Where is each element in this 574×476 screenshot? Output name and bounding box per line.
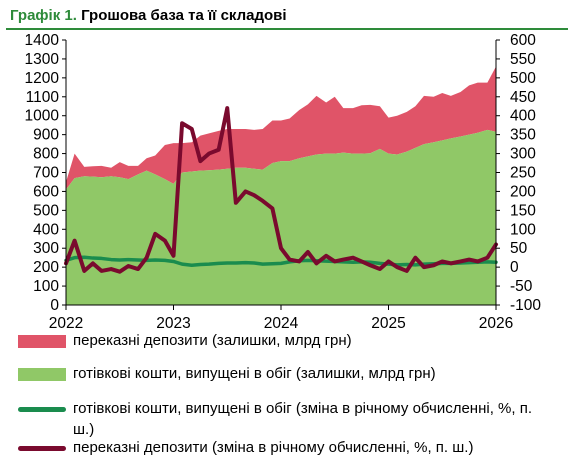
x-tick-label: 2025 [371,315,405,330]
title-rule [6,28,568,30]
left-tick-label: 100 [33,278,59,295]
legend-label: готівкові кошти, випущені в обіг (залишк… [73,365,436,382]
area-transfer-deposits [66,66,496,190]
legend-label: готівкові кошти, випущені в обіг (зміна … [73,400,533,438]
legend-label: переказні депозити (залишки, млрд грн) [73,332,352,349]
x-tick-label: 2023 [156,315,190,330]
chart-title: Графік 1. Грошова база та її складові [10,7,287,24]
legend-swatch [18,446,66,451]
x-tick-label: 2024 [264,315,299,330]
left-tick-label: 1200 [25,70,60,87]
right-tick-label: 200 [510,183,536,200]
right-tick-label: 100 [510,221,536,238]
chart-title-text: Грошова база та її складові [81,7,287,24]
left-tick-label: 1100 [26,89,60,106]
left-tick-label: 1300 [25,51,60,68]
right-tick-label: -50 [510,278,533,295]
right-tick-label: -100 [510,297,541,314]
right-tick-label: 550 [510,51,536,68]
left-tick-label: 700 [33,165,59,182]
left-tick-label: 900 [33,127,59,144]
chart-plot: 0100200300400500600700800900100011001200… [25,32,542,330]
left-tick-label: 200 [33,259,59,276]
line-deposits-yoy [64,106,498,274]
line-cash-yoy [64,255,498,267]
right-tick-label: 450 [510,89,536,106]
legend-swatch [18,335,66,348]
right-tick-label: 250 [510,165,536,182]
right-tick-label: 300 [510,146,536,163]
left-tick-label: 300 [33,240,59,257]
right-tick-label: 150 [510,202,536,219]
right-tick-label: 400 [510,108,536,125]
x-tick-label: 2022 [49,315,83,330]
right-tick-label: 350 [510,127,536,144]
right-tick-label: 50 [510,240,528,257]
right-tick-label: 0 [510,259,519,276]
left-tick-label: 500 [33,202,59,219]
chart-title-prefix: Графік 1. [10,7,77,24]
legend-label: переказні депозити (зміна в річному обчи… [73,439,474,456]
legend-swatch [18,368,66,381]
x-tick-label: 2026 [479,315,513,330]
right-tick-label: 600 [510,32,536,49]
right-tick-label: 500 [510,70,536,87]
left-tick-label: 1400 [25,32,60,49]
left-tick-label: 800 [33,146,59,163]
left-tick-label: 600 [33,183,59,200]
legend-swatch [18,407,66,412]
left-tick-label: 400 [33,221,59,238]
left-tick-label: 1000 [25,108,60,125]
left-tick-label: 0 [50,297,59,314]
